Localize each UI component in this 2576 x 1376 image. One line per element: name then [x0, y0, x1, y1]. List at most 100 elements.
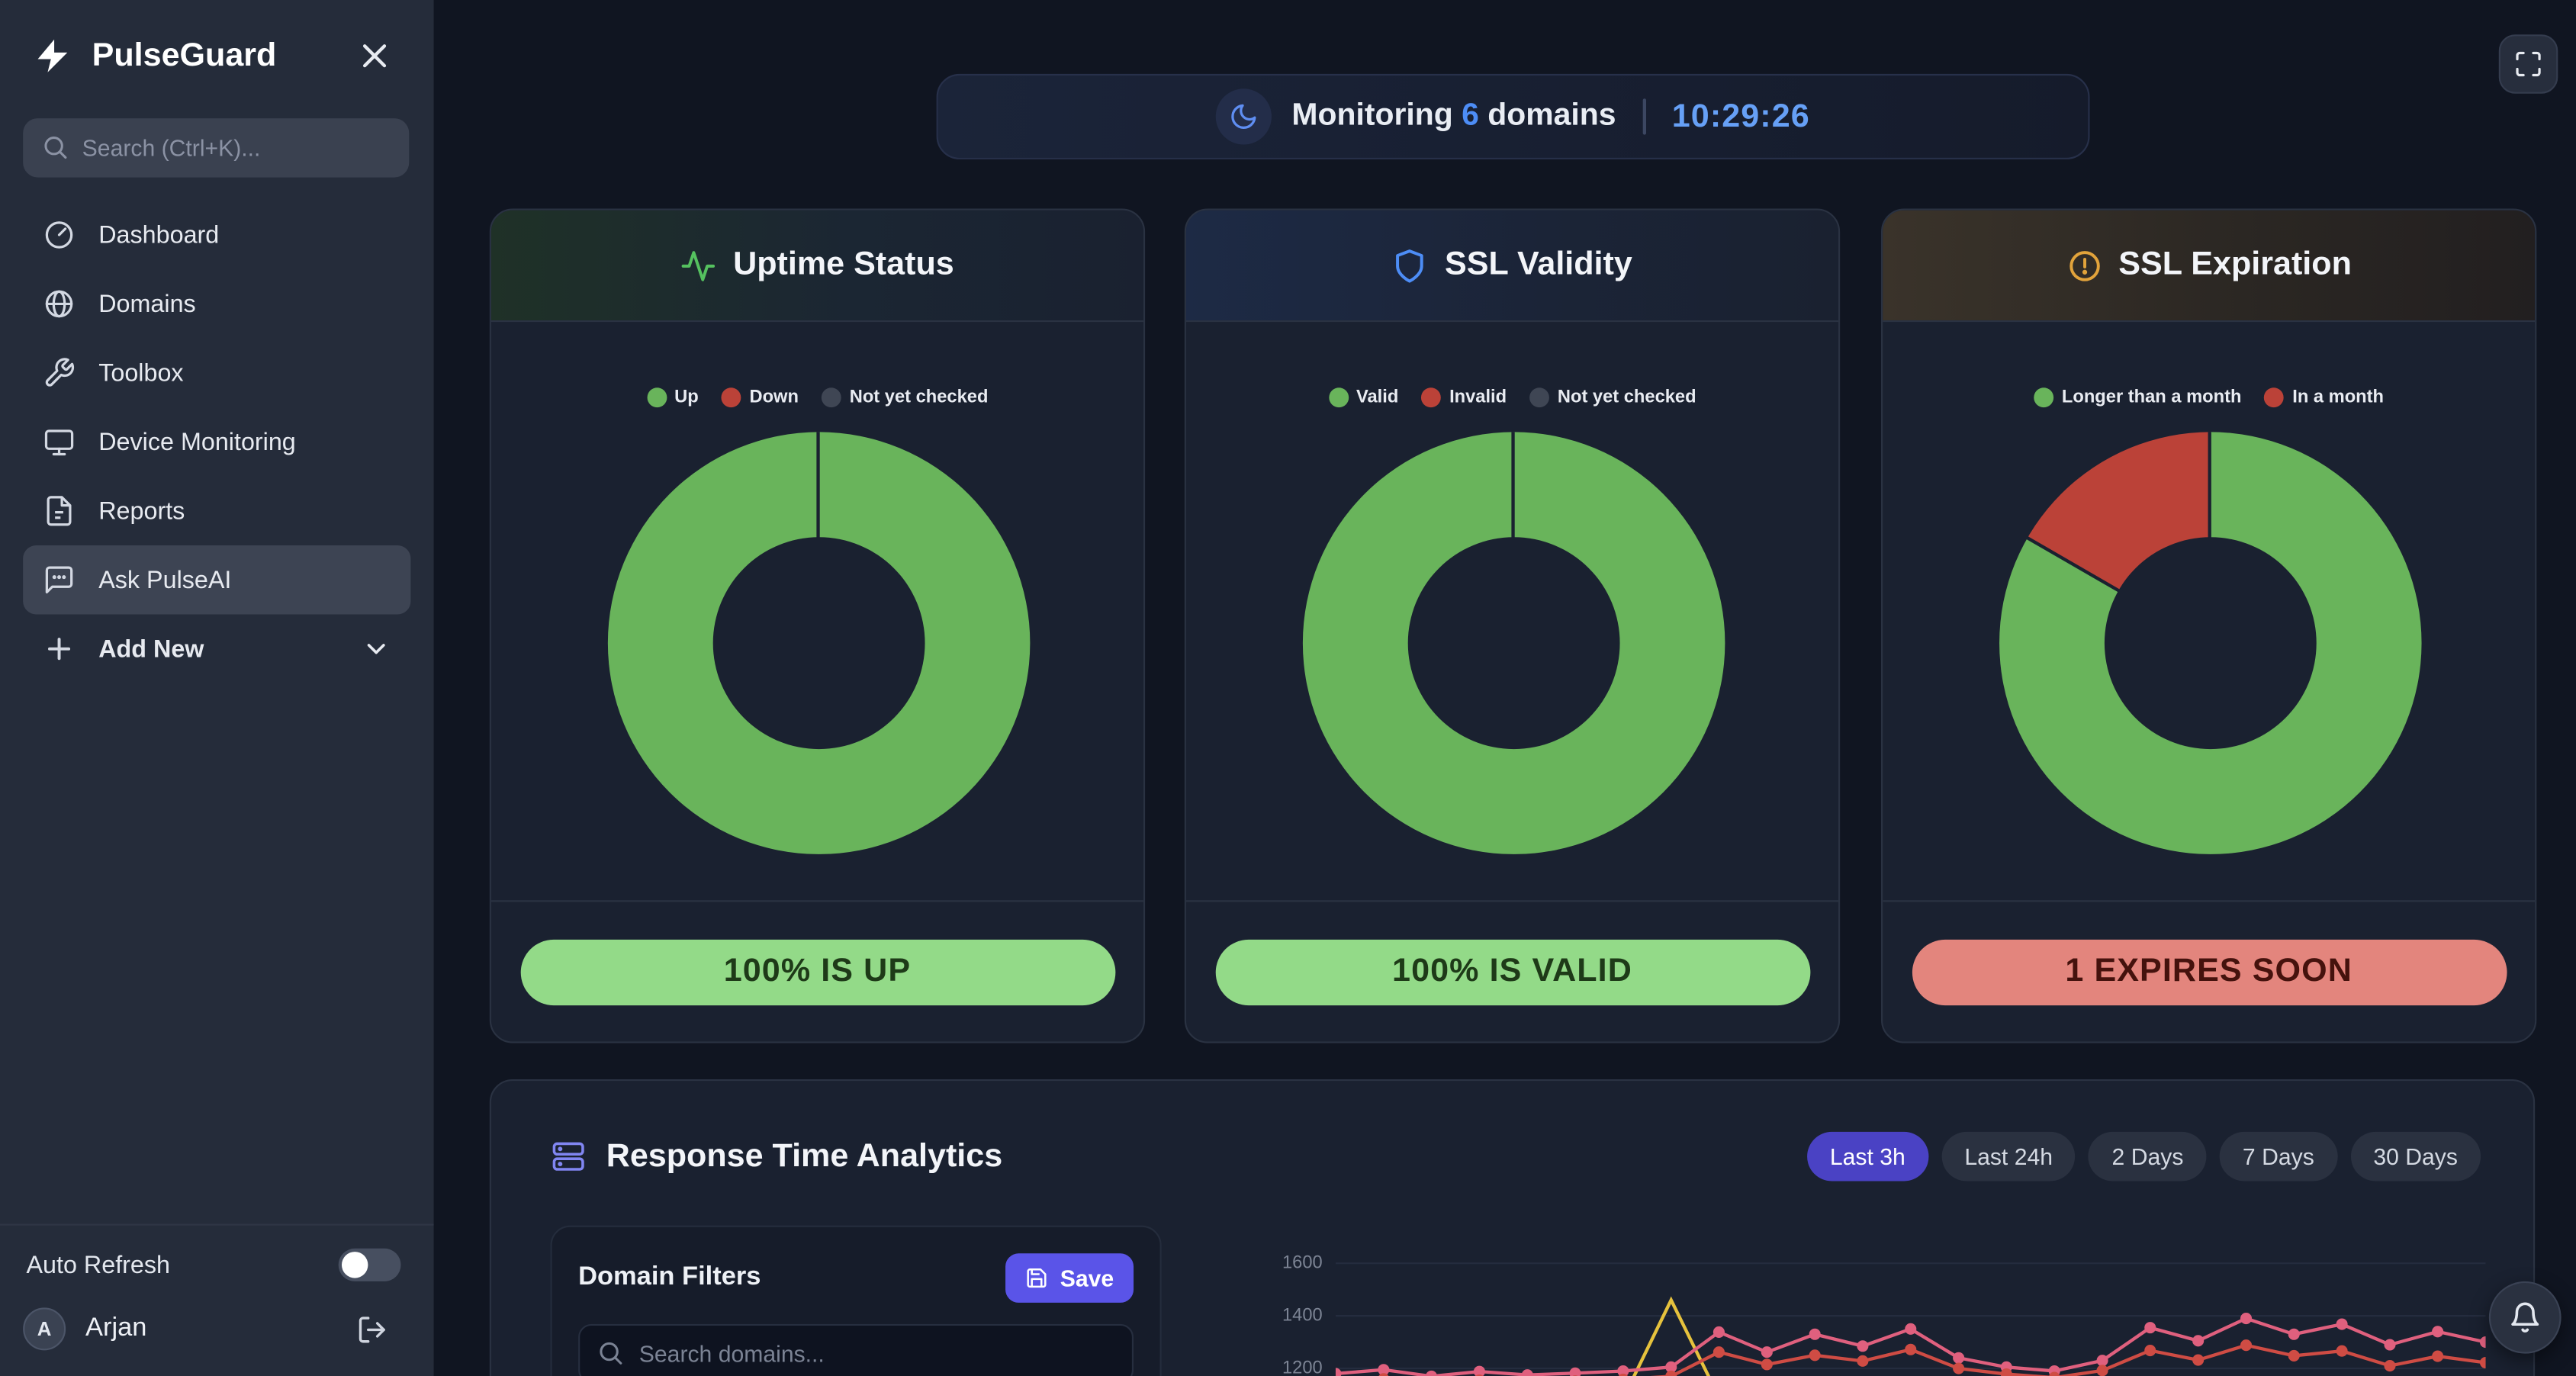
- auto-refresh-row: Auto Refresh: [23, 1248, 401, 1281]
- sidebar: PulseGuard Dashboard Domains Toolbox Dev: [0, 0, 434, 1376]
- monitoring-text: Monitoring 6 domains: [1291, 98, 1616, 134]
- response-time-analytics-card: Response Time Analytics Last 3h Last 24h…: [489, 1079, 2536, 1376]
- sidebar-item-toolbox[interactable]: Toolbox: [23, 339, 410, 407]
- card-header: SSL Validity: [1185, 210, 1838, 323]
- card-header: SSL Expiration: [1883, 210, 2536, 323]
- sidebar-item-ask-pulseai[interactable]: Ask PulseAI: [23, 545, 411, 615]
- legend-dot: [822, 387, 841, 408]
- sidebar-footer: Auto Refresh A Arjan: [0, 1223, 434, 1376]
- server-stack-icon: [552, 1142, 584, 1171]
- save-label: Save: [1060, 1265, 1114, 1291]
- sidebar-nav: Dashboard Domains Toolbox Device Monitor…: [0, 201, 434, 683]
- time-range-buttons: Last 3h Last 24h 2 Days 7 Days 30 Days: [1806, 1131, 2481, 1181]
- legend-dot: [2264, 387, 2285, 408]
- legend-dot: [2034, 387, 2054, 408]
- card-footer: 100% IS UP: [490, 900, 1143, 1041]
- analytics-title-group: Response Time Analytics: [550, 1137, 1002, 1175]
- monitor-icon: [44, 429, 74, 456]
- legend-item: Up: [646, 387, 699, 408]
- legend-label: Longer than a month: [2061, 387, 2242, 408]
- bolt-logo-icon: [37, 39, 68, 72]
- sidebar-item-dashboard[interactable]: Dashboard: [23, 201, 410, 269]
- legend-label: Not yet checked: [849, 387, 989, 408]
- legend-label: In a month: [2292, 387, 2385, 408]
- legend-label: Not yet checked: [1557, 387, 1696, 408]
- sidebar-item-domains[interactable]: Domains: [23, 269, 410, 338]
- close-sidebar-icon[interactable]: [355, 36, 394, 76]
- auto-refresh-toggle[interactable]: [338, 1248, 401, 1281]
- sidebar-item-label: Dashboard: [98, 220, 220, 249]
- sidebar-item-add-new[interactable]: Add New: [23, 614, 410, 683]
- legend-item: Invalid: [1421, 387, 1507, 408]
- bell-icon: [2511, 1302, 2539, 1333]
- range-last-24h-button[interactable]: Last 24h: [1941, 1131, 2076, 1181]
- domain-count: 6: [1462, 98, 1479, 133]
- range-30-days-button[interactable]: 30 Days: [2350, 1131, 2481, 1181]
- wrench-icon: [45, 358, 75, 387]
- ssl-validity-donut-chart: [1301, 432, 1725, 854]
- legend-item: Not yet checked: [822, 387, 989, 408]
- fullscreen-button[interactable]: [2498, 34, 2558, 94]
- card-header: Uptime Status: [490, 210, 1143, 323]
- y-axis-tick: 1400: [1282, 1306, 1323, 1326]
- activity-pulse-icon: [682, 250, 716, 281]
- sidebar-item-label: Toolbox: [98, 358, 184, 387]
- sidebar-item-label: Domains: [98, 290, 196, 318]
- range-last-3h-button[interactable]: Last 3h: [1806, 1131, 1928, 1181]
- y-axis-tick: 1600: [1282, 1253, 1323, 1274]
- legend-item: Longer than a month: [2034, 387, 2242, 408]
- legend-dot: [1421, 387, 1442, 408]
- domain-search-input[interactable]: [578, 1323, 1134, 1376]
- logout-icon[interactable]: [356, 1313, 388, 1345]
- uptime-status-badge: 100% IS UP: [519, 938, 1115, 1005]
- sidebar-item-label: Ask PulseAI: [98, 565, 232, 594]
- save-floppy-icon: [1028, 1268, 1047, 1288]
- save-filters-button[interactable]: Save: [1005, 1253, 1134, 1303]
- chart-legend: Valid Invalid Not yet checked: [1186, 387, 1838, 408]
- search-input[interactable]: [23, 118, 410, 178]
- legend-item: Not yet checked: [1529, 387, 1696, 408]
- notifications-button[interactable]: [2488, 1281, 2562, 1354]
- chevron-down-icon: [367, 644, 385, 654]
- analytics-title: Response Time Analytics: [606, 1137, 1003, 1174]
- add-new-label: Add New: [98, 635, 204, 664]
- sidebar-item-device-monitoring[interactable]: Device Monitoring: [23, 407, 410, 476]
- range-2-days-button[interactable]: 2 Days: [2089, 1131, 2207, 1181]
- domain-filters-title: Domain Filters: [578, 1263, 761, 1291]
- ssl-expiration-card: SSL Expiration Longer than a month In a …: [1880, 208, 2537, 1043]
- gauge-icon: [45, 221, 73, 249]
- card-title: SSL Validity: [1445, 246, 1632, 283]
- moon-badge: [1216, 88, 1272, 145]
- banner-divider: [1642, 98, 1646, 135]
- chart-legend: Longer than a month In a month: [1883, 387, 2535, 408]
- chart-legend: Up Down Not yet checked: [491, 387, 1143, 408]
- moon-icon: [1231, 104, 1257, 129]
- response-line-chart: [1335, 1262, 2486, 1376]
- sidebar-item-label: Device Monitoring: [98, 428, 296, 456]
- domains-word: domains: [1487, 98, 1616, 133]
- range-7-days-button[interactable]: 7 Days: [2219, 1131, 2337, 1181]
- legend-item: In a month: [2264, 387, 2385, 408]
- legend-dot: [646, 387, 667, 408]
- monitoring-word: Monitoring: [1291, 98, 1453, 133]
- plus-icon: [47, 638, 71, 661]
- legend-dot: [1328, 387, 1349, 408]
- search-icon: [44, 137, 67, 159]
- chat-icon: [45, 566, 73, 594]
- fullscreen-icon: [2516, 51, 2541, 77]
- user-name: Arjan: [85, 1313, 147, 1342]
- card-footer: 1 EXPIRES SOON: [1883, 900, 2536, 1041]
- ssl-expiration-badge: 1 EXPIRES SOON: [1911, 938, 2507, 1005]
- shield-icon: [1397, 249, 1424, 282]
- sidebar-header: PulseGuard: [0, 0, 434, 102]
- legend-label: Down: [749, 387, 799, 408]
- clock-time: 10:29:26: [1671, 98, 1810, 134]
- avatar[interactable]: A: [23, 1307, 66, 1351]
- alert-circle-icon: [2069, 250, 2099, 281]
- ssl-validity-card: SSL Validity Valid Invalid Not yet check…: [1184, 208, 1841, 1043]
- analytics-header: Response Time Analytics Last 3h Last 24h…: [550, 1130, 2481, 1183]
- sidebar-item-reports[interactable]: Reports: [23, 477, 410, 545]
- globe-icon: [45, 290, 73, 318]
- domain-filters-header: Domain Filters Save: [578, 1253, 1134, 1303]
